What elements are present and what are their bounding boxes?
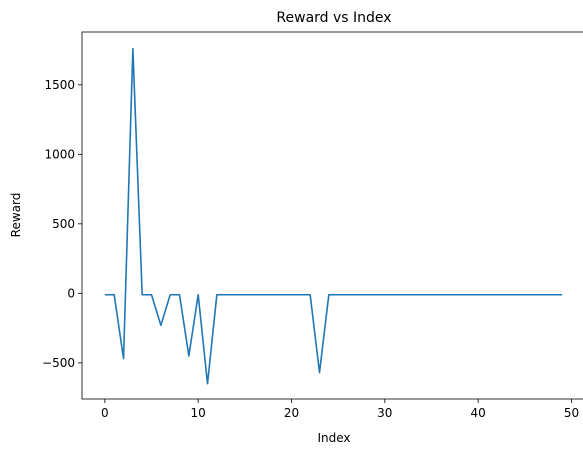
y-tick-label: 1000 [44,147,75,161]
y-tick-label: −500 [42,356,75,370]
x-tick-label: 0 [101,406,109,420]
y-tick-label: 0 [67,286,75,300]
x-tick-label: 50 [564,406,579,420]
x-tick-label: 20 [284,406,299,420]
plot-area [104,47,563,385]
series-line-0 [104,47,563,385]
y-axis: −500 0 500 1000 1500 [42,78,82,370]
y-tick-label: 1500 [44,78,75,92]
x-tick-label: 40 [471,406,486,420]
y-tick-label: 500 [52,217,75,231]
x-axis: 0 10 20 30 40 50 [101,399,579,420]
x-tick-label: 30 [377,406,392,420]
x-axis-label: Index [317,431,350,445]
chart-title: Reward vs Index [276,10,391,26]
x-tick-label: 10 [191,406,206,420]
y-axis-label: Reward [9,193,23,238]
plot-frame [81,31,583,400]
